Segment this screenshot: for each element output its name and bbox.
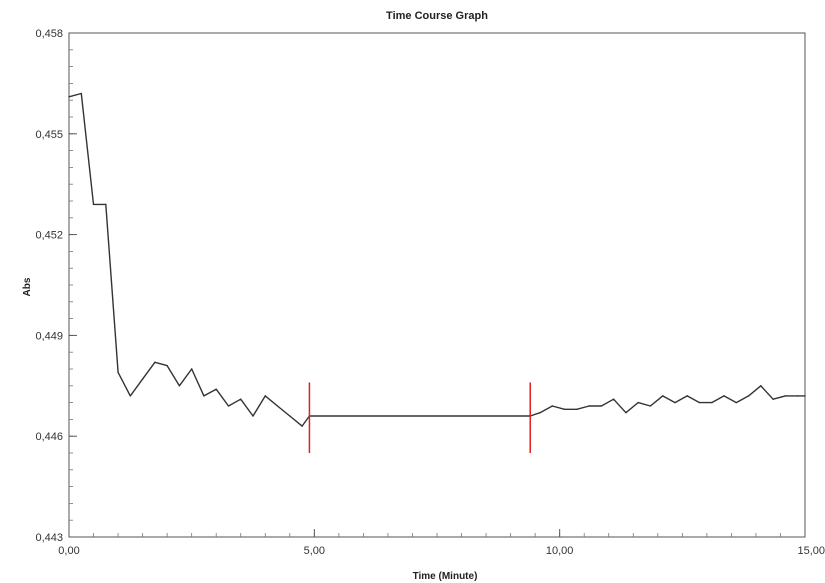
data-point (92, 203, 95, 206)
data-point (711, 401, 713, 404)
data-point (68, 96, 70, 98)
data-point (276, 405, 279, 407)
data-point (747, 395, 750, 397)
x-axis-label: Time (Minute) (413, 571, 478, 582)
data-point (105, 203, 107, 206)
y-tick-label: 0,443 (35, 532, 63, 544)
x-tick-label: 10,00 (546, 545, 574, 557)
y-axis-label: Abs (22, 277, 33, 296)
data-point (190, 368, 193, 370)
data-point (215, 388, 217, 390)
data-point (264, 395, 266, 397)
data-point (252, 415, 254, 417)
chart-title: Time Course Graph (386, 10, 488, 22)
data-point (698, 401, 701, 404)
data-point (686, 395, 688, 397)
plot-frame (68, 32, 806, 538)
data-point (662, 395, 664, 397)
data-point (804, 395, 806, 397)
data-point (563, 408, 566, 411)
data-point (723, 395, 725, 397)
x-tick-label: 15,00 (797, 545, 825, 557)
data-point (760, 385, 762, 387)
data-point (240, 398, 242, 400)
data-point (674, 401, 676, 404)
data-point (649, 405, 652, 407)
data-point (551, 405, 554, 407)
data-point (588, 405, 590, 407)
data-point (539, 411, 541, 414)
y-tick-label: 0,446 (35, 431, 63, 443)
y-tick-label: 0,452 (35, 230, 63, 242)
data-point (80, 92, 82, 95)
data-point (166, 364, 168, 367)
data-point (301, 425, 303, 427)
data-point (784, 395, 787, 397)
y-tick-label: 0,455 (35, 129, 63, 141)
data-point (576, 408, 578, 411)
data-point (796, 395, 799, 397)
data-point (772, 398, 774, 400)
data-point (289, 415, 291, 417)
data-point (735, 401, 738, 404)
y-tick-label: 0,449 (35, 330, 63, 342)
data-point (117, 371, 119, 374)
data-point (154, 361, 156, 363)
data-point (227, 405, 230, 407)
y-axis-ticks: 0,443 0,446 0,449 0,452 0,455 0,458 (35, 28, 77, 544)
data-point (637, 401, 639, 404)
data-point (600, 405, 603, 407)
data-point (203, 395, 205, 397)
series-line (68, 92, 805, 427)
series-layer (68, 92, 806, 427)
marker-layer (308, 382, 531, 453)
minor-ticks (68, 32, 806, 538)
data-point (129, 395, 132, 397)
y-tick-label: 0,458 (35, 28, 63, 40)
x-tick-label: 0,00 (58, 545, 79, 557)
x-tick-label: 5,00 (304, 545, 325, 557)
data-point (612, 398, 615, 400)
x-axis-ticks: 0,00 5,00 10,00 15,00 (58, 529, 825, 557)
data-point (141, 378, 144, 380)
data-point (625, 411, 627, 414)
data-point (178, 385, 181, 387)
